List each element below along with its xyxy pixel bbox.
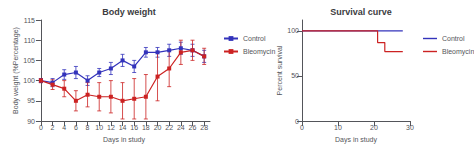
svg-text:90: 90 [27,118,35,125]
svg-text:12: 12 [107,124,115,131]
svg-text:20: 20 [370,124,378,131]
svg-text:4: 4 [62,124,66,131]
svg-text:Body weight (%Percentage): Body weight (%Percentage) [12,27,20,114]
svg-text:115: 115 [24,17,35,24]
svg-text:Days in study: Days in study [335,136,378,144]
svg-text:28: 28 [200,124,208,131]
svg-text:26: 26 [189,124,197,131]
svg-text:14: 14 [119,124,127,131]
svg-text:95: 95 [27,97,35,104]
svg-text:100: 100 [287,27,299,34]
svg-text:110: 110 [24,37,35,44]
svg-text:10: 10 [334,124,342,131]
svg-text:105: 105 [23,57,35,64]
svg-text:50: 50 [291,72,299,79]
svg-text:Control: Control [442,35,465,42]
svg-text:Percent survival: Percent survival [276,45,283,95]
svg-text:Days in study: Days in study [103,136,146,144]
svg-text:2: 2 [51,124,55,131]
svg-text:24: 24 [177,124,185,131]
svg-text:100: 100 [23,77,35,84]
svg-text:0: 0 [39,124,43,131]
svg-text:Control: Control [243,35,266,42]
svg-text:6: 6 [74,124,78,131]
svg-text:10: 10 [95,124,103,131]
svg-text:0: 0 [295,118,299,125]
svg-text:Body weight: Body weight [102,7,156,17]
svg-text:8: 8 [86,124,90,131]
svg-text:16: 16 [130,124,138,131]
svg-text:22: 22 [165,124,173,131]
svg-text:0: 0 [300,124,304,131]
svg-text:18: 18 [142,124,150,131]
svg-text:Bleomycin: Bleomycin [442,48,474,56]
svg-text:Survival curve: Survival curve [330,7,392,17]
svg-text:20: 20 [154,124,162,131]
svg-text:30: 30 [406,124,414,131]
svg-text:Bleomycin: Bleomycin [243,48,275,56]
